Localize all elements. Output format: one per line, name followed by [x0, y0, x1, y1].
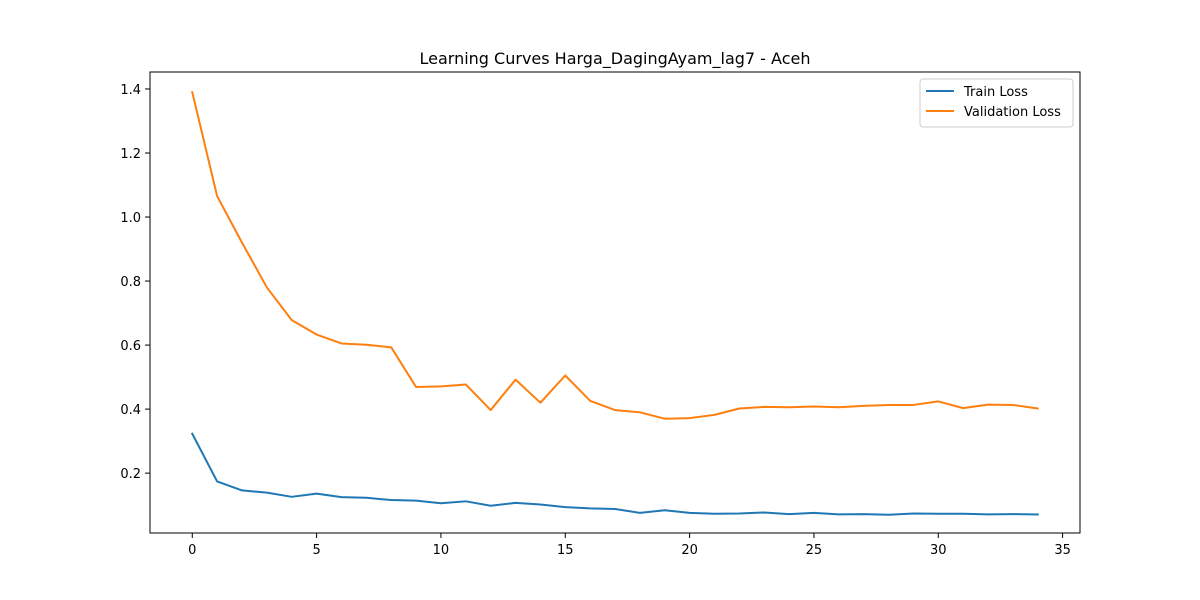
y-tick-label: 0.4	[120, 403, 141, 418]
y-tick-label: 1.4	[120, 83, 141, 98]
legend: Train Loss Validation Loss	[919, 78, 1074, 128]
x-tick-label: 10	[433, 543, 450, 558]
legend-validation-loss-label: Validation Loss	[964, 105, 1061, 120]
x-tick-label: 15	[557, 543, 574, 558]
x-tick-label: 35	[1054, 543, 1071, 558]
y-tick-label: 1.0	[120, 211, 141, 226]
chart-title: Learning Curves Harga_DagingAyam_lag7 - …	[420, 49, 811, 69]
y-tick-label: 1.2	[120, 147, 141, 162]
validation-loss-line	[191, 90, 1039, 420]
legend-train-loss-label: Train Loss	[963, 85, 1028, 100]
y-tick-label: 0.2	[120, 467, 141, 482]
y-tick-label: 0.8	[120, 275, 141, 290]
series-layer	[190, 90, 1039, 516]
x-tick-label: 0	[188, 543, 196, 558]
x-tick-label: 25	[806, 543, 823, 558]
y-tick-label: 0.6	[120, 339, 141, 354]
train-loss-line	[190, 432, 1039, 516]
legend-box	[919, 78, 1074, 128]
x-tick-label: 20	[681, 543, 698, 558]
x-tick-label: 5	[312, 543, 320, 558]
x-tick-label: 30	[930, 543, 947, 558]
x-axis-ticks: 0 5 10 15 20 25 30 35	[188, 533, 1071, 558]
y-axis-ticks: 0.2 0.4 0.6 0.8 1.0 1.2 1.4	[120, 83, 150, 482]
plot-area-frame	[149, 71, 1081, 534]
